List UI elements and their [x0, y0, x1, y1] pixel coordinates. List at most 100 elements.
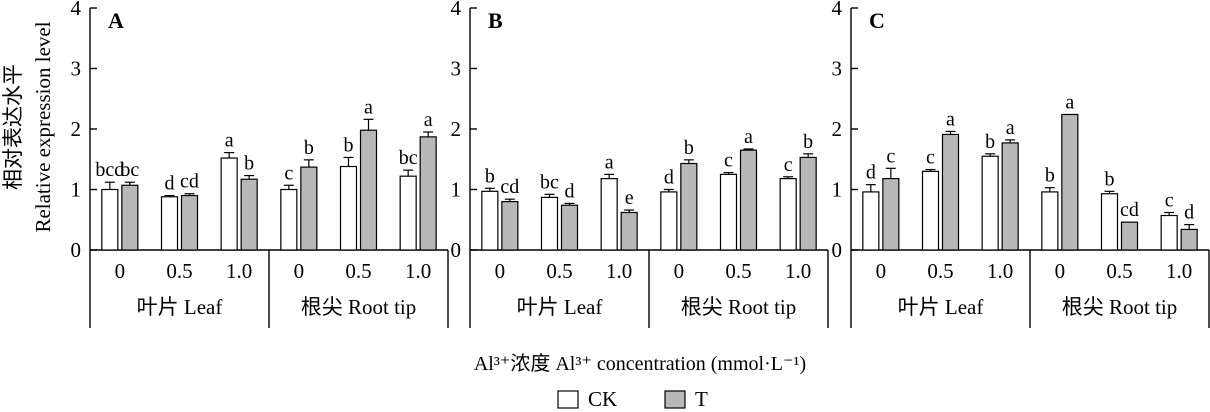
significance-label: b: [1045, 165, 1055, 187]
x-tick-label: 0: [115, 259, 126, 283]
group-label-root-tip: 根尖 Root tip: [681, 295, 797, 319]
bar-ck: [1100, 193, 1119, 251]
significance-label: a: [946, 108, 955, 130]
y-tick-label: 2: [71, 117, 82, 141]
group-label-root-tip: 根尖 Root tip: [1062, 295, 1178, 319]
bar-ck: [399, 175, 417, 251]
x-axis-title: Al³⁺浓度 Al³⁺ concentration (mmol·L⁻¹): [474, 352, 806, 375]
y-tick-label: 4: [451, 0, 462, 20]
x-tick-label: 0.5: [927, 259, 953, 283]
x-tick-label: 0: [495, 259, 506, 283]
bar-t: [501, 201, 519, 251]
legend-label-t: T: [695, 387, 708, 411]
legend: CK T: [557, 387, 708, 411]
significance-label: a: [605, 151, 614, 173]
bar-t: [1001, 142, 1019, 251]
significance-label: a: [225, 130, 234, 152]
y-tick-label: 3: [451, 57, 462, 81]
x-tick-label: 1.0: [987, 259, 1013, 283]
significance-label: e: [625, 187, 634, 209]
group-label-leaf: 叶片 Leaf: [517, 295, 603, 319]
panel-label: B: [488, 8, 503, 33]
significance-label: d: [664, 167, 674, 189]
y-tick-label: 4: [71, 0, 82, 20]
y-tick-label: 2: [451, 117, 462, 141]
significance-label: a: [1006, 117, 1015, 139]
bar-t: [240, 178, 258, 251]
x-tick-label: 0: [674, 259, 685, 283]
bar-t: [941, 133, 960, 251]
significance-label: b: [344, 134, 354, 156]
significance-label: bc: [399, 147, 418, 169]
bar-ck: [540, 196, 559, 251]
significance-label: c: [724, 150, 733, 172]
bar-ck: [280, 188, 298, 251]
x-tick-label: 0: [1055, 259, 1066, 283]
bar-ck: [339, 165, 358, 251]
bar-t: [1061, 113, 1079, 251]
y-tick-label: 1: [451, 178, 462, 202]
bar-ck: [862, 191, 880, 251]
y-tick-label: 4: [832, 0, 843, 20]
significance-label: c: [886, 145, 895, 167]
panel-label: C: [869, 8, 885, 33]
group-label-leaf: 叶片 Leaf: [137, 295, 223, 319]
y-tick-label: 3: [832, 57, 843, 81]
y-tick-label: 1: [832, 178, 843, 202]
bar-t: [1180, 228, 1198, 251]
bar-ck: [1160, 214, 1178, 251]
x-tick-label: 0.5: [345, 259, 371, 283]
significance-label: bc: [120, 159, 139, 181]
y-tick-label: 0: [71, 238, 82, 262]
x-tick-label: 0: [294, 259, 305, 283]
legend-swatch-t: [664, 390, 686, 409]
significance-label: cd: [180, 171, 199, 193]
significance-label: cd: [1120, 199, 1139, 221]
bar-t: [419, 136, 437, 251]
bar-ck: [660, 191, 678, 251]
significance-label: b: [304, 137, 314, 159]
bar-t: [560, 204, 579, 251]
bar-ck: [600, 178, 618, 251]
bar-t: [620, 211, 638, 251]
significance-label: a: [1065, 91, 1074, 113]
legend-label-ck: CK: [588, 387, 617, 411]
bar-t: [1120, 221, 1139, 251]
significance-label: b: [485, 165, 495, 187]
significance-label: bcd: [95, 159, 124, 181]
significance-label: b: [1105, 168, 1115, 190]
y-axis-title-english: Relative expression level: [31, 21, 55, 232]
significance-label: c: [284, 162, 293, 184]
x-tick-label: 0.5: [166, 259, 192, 283]
significance-label: d: [866, 162, 876, 184]
bar-ck: [981, 155, 999, 251]
legend-swatch-ck: [557, 390, 579, 409]
y-tick-label: 3: [71, 57, 82, 81]
bar-ck: [160, 196, 179, 251]
bar-ck: [1041, 191, 1059, 251]
significance-label: a: [424, 109, 433, 131]
group-label-root-tip: 根尖 Root tip: [301, 295, 417, 319]
significance-label: c: [784, 154, 793, 176]
x-tick-label: 1.0: [226, 259, 252, 283]
significance-label: b: [244, 153, 254, 175]
bar-t: [680, 162, 698, 251]
significance-label: a: [364, 96, 373, 118]
bar-t: [359, 129, 378, 251]
x-tick-label: 1.0: [606, 259, 632, 283]
x-tick-label: 1.0: [405, 259, 431, 283]
x-tick-label: 1.0: [785, 259, 811, 283]
group-label-leaf: 叶片 Leaf: [898, 295, 984, 319]
y-axis-title-chinese: 相对表达水平: [1, 64, 25, 190]
significance-label: bc: [540, 171, 559, 193]
significance-label: cd: [500, 176, 519, 198]
y-tick-label: 1: [71, 178, 82, 202]
bar-t: [739, 149, 758, 251]
significance-label: d: [1184, 202, 1194, 224]
y-tick-label: 2: [832, 117, 843, 141]
bar-ck: [921, 170, 940, 251]
